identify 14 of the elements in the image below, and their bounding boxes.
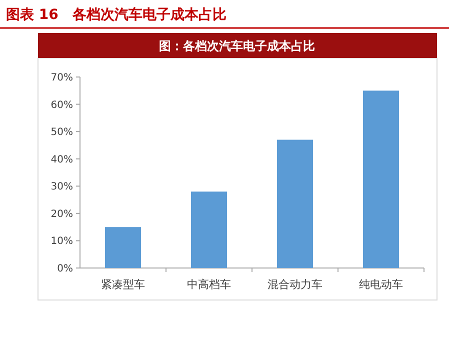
y-tick-label: 30% xyxy=(50,182,73,193)
y-tick-label: 0% xyxy=(57,264,73,274)
subtitle: 图：各档次汽车电子成本占比 xyxy=(159,39,315,53)
x-tick-label: 纯电动车 xyxy=(359,278,403,291)
y-tick-label: 50% xyxy=(50,127,73,138)
x-tick-label: 紧凑型车 xyxy=(101,278,145,291)
y-tick-label: 20% xyxy=(50,208,73,220)
title: 图表 16 各档次汽车电子成本占比 xyxy=(6,7,226,23)
y-tick-label: 60% xyxy=(50,100,73,111)
y-tick-label: 70% xyxy=(50,72,73,84)
y-tick-label: 40% xyxy=(50,154,73,166)
x-tick-label: 中高档车 xyxy=(187,278,231,291)
y-tick-label: 10% xyxy=(50,236,73,248)
x-tick-label: 混合动力车 xyxy=(268,278,322,291)
